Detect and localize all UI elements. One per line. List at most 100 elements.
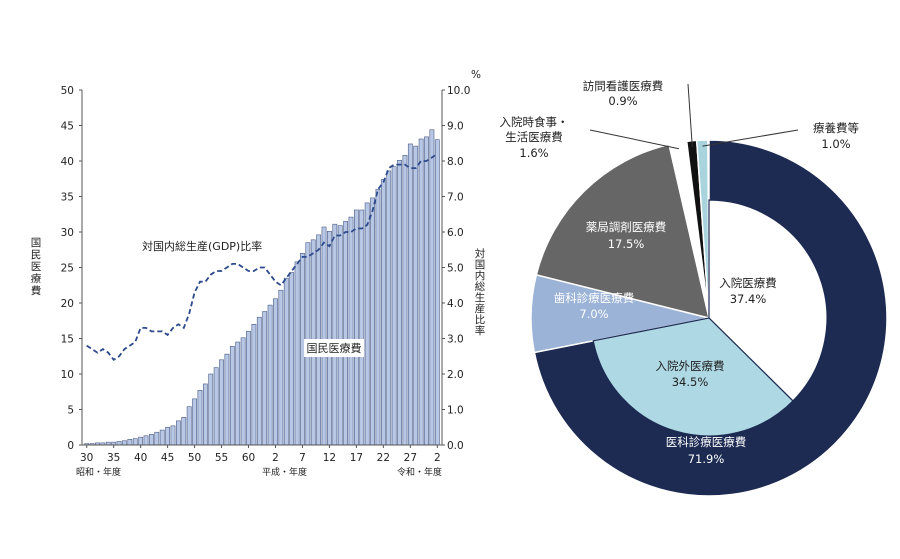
bar-H6 bbox=[294, 261, 300, 446]
right-tick-label: 9.0 bbox=[447, 121, 464, 133]
x-tick-label: 30 bbox=[80, 452, 93, 464]
bar-S50 bbox=[192, 398, 197, 446]
bar-S42 bbox=[149, 434, 154, 446]
label-yakkyoku-value: 17.5% bbox=[608, 237, 645, 251]
x-tick-label: 60 bbox=[242, 452, 255, 464]
label-nyuin-value: 37.4% bbox=[730, 292, 767, 306]
x-tick-label: 27 bbox=[404, 452, 417, 464]
bar-S39 bbox=[132, 438, 138, 446]
bar-S54 bbox=[213, 367, 219, 446]
bar-H2 bbox=[273, 298, 278, 446]
gdp-line-annotation: 対国内総生産(GDP)比率 bbox=[142, 239, 262, 253]
inner-pie bbox=[592, 199, 828, 437]
bar-H22 bbox=[380, 179, 386, 446]
right-axis-unit: % bbox=[471, 69, 481, 81]
bar-H1 bbox=[267, 304, 273, 446]
gdp-ratio-polyline bbox=[86, 153, 438, 362]
label-houmon-name: 訪問看護医療費 bbox=[583, 79, 664, 93]
inner-slice-1 bbox=[592, 317, 794, 437]
label-shika-value: 7.0% bbox=[579, 307, 608, 321]
era-label-showa: 昭和・年度 bbox=[76, 466, 121, 478]
bar-S41 bbox=[143, 435, 149, 446]
bar-H26 bbox=[402, 155, 408, 446]
bar-annotation: 国民医療費 bbox=[307, 341, 362, 355]
bar-R2 bbox=[434, 139, 440, 446]
label-houmon-value: 0.9% bbox=[608, 94, 637, 108]
left-tick-label: 25 bbox=[61, 263, 74, 275]
bar-S62 bbox=[256, 316, 262, 446]
bar-S48 bbox=[181, 417, 187, 446]
medical-expenditure-breakdown-donut: 医科診療医療費 71.9% 歯科診療医療費 7.0% 薬局調剤医療費 17.5%… bbox=[500, 79, 888, 497]
inner-slice-0 bbox=[708, 199, 828, 402]
bar-series bbox=[84, 129, 440, 446]
era-label-reiwa: 令和・年度 bbox=[397, 466, 442, 478]
bar-R1 bbox=[429, 129, 435, 446]
x-tick-label: 12 bbox=[323, 452, 336, 464]
label-shokuji-name-2: 生活医療費 bbox=[505, 130, 563, 144]
left-tick-label: 0 bbox=[67, 440, 74, 452]
x-tick-label: 2 bbox=[272, 452, 279, 464]
svg-text:国民医療費: 国民医療費 bbox=[31, 237, 42, 297]
bar-S58 bbox=[235, 341, 241, 446]
right-tick-label: 0.0 bbox=[447, 440, 464, 452]
bar-S40 bbox=[138, 436, 144, 446]
bar-H30 bbox=[424, 136, 429, 446]
bar-S38 bbox=[127, 439, 133, 446]
label-nyuingai-value: 34.5% bbox=[672, 375, 709, 389]
left-tick-label: 10 bbox=[61, 369, 74, 381]
leader-lines bbox=[589, 83, 799, 150]
bar-H19 bbox=[364, 202, 370, 446]
y2-axis-label: 対国内総生産比率 bbox=[475, 247, 486, 337]
bar-H3 bbox=[278, 289, 284, 446]
bar-H13 bbox=[332, 223, 338, 446]
bar-H14 bbox=[337, 225, 343, 446]
right-tick-label: 1.0 bbox=[447, 405, 464, 417]
bar-annotation-box bbox=[304, 339, 364, 357]
bar-H5 bbox=[289, 272, 295, 446]
right-tick-label: 8.0 bbox=[447, 156, 464, 168]
national-medical-expenditure-chart: 0 5 10 15 20 25 30 35 40 45 50 0.0 1.0 2.0 3.0 4.0 5.0 6… bbox=[31, 69, 486, 478]
bar-H11 bbox=[321, 226, 327, 446]
left-tick-label: 50 bbox=[61, 85, 74, 97]
bar-H23 bbox=[386, 170, 392, 446]
x-tick-label: 22 bbox=[377, 452, 390, 464]
bar-S59 bbox=[240, 337, 246, 446]
bar-S61 bbox=[251, 323, 257, 446]
leader-houmon bbox=[687, 83, 693, 147]
right-axis: 0.0 1.0 2.0 3.0 4.0 5.0 6.0 7.0 8.0 9.0 10.0 bbox=[441, 85, 470, 452]
bar-S45 bbox=[165, 426, 171, 446]
bar-H18 bbox=[359, 209, 365, 446]
bar-S37 bbox=[122, 440, 127, 446]
bar-H17 bbox=[353, 209, 359, 446]
bar-S63 bbox=[262, 311, 268, 446]
right-tick-label: 5.0 bbox=[447, 263, 464, 275]
bar-S47 bbox=[175, 420, 181, 446]
x-tick-label: 2 bbox=[434, 452, 441, 464]
bar-H28 bbox=[413, 145, 419, 446]
label-shokuji-name-1: 入院時食事・ bbox=[500, 115, 569, 129]
bar-S53 bbox=[208, 373, 214, 446]
outer-slice-5 bbox=[695, 139, 710, 319]
left-tick-label: 40 bbox=[61, 156, 74, 168]
era-label-heisei: 平成・年度 bbox=[262, 466, 307, 478]
bar-S36 bbox=[116, 441, 122, 446]
right-tick-label: 3.0 bbox=[447, 334, 464, 346]
right-tick-label: 10.0 bbox=[447, 85, 470, 97]
label-shokuji-value: 1.6% bbox=[519, 146, 548, 160]
left-tick-label: 35 bbox=[61, 192, 74, 204]
x-axis: 30 35 40 45 50 55 60 2 7 12 17 22 27 2 bbox=[80, 444, 442, 464]
bar-S52 bbox=[202, 383, 208, 446]
label-ryouyou-value: 1.0% bbox=[821, 137, 850, 151]
bar-S55 bbox=[219, 359, 224, 446]
right-tick-label: 4.0 bbox=[447, 298, 464, 310]
bar-S46 bbox=[170, 425, 176, 446]
bar-S49 bbox=[186, 406, 192, 446]
x-tick-label: 7 bbox=[299, 452, 306, 464]
right-tick-label: 7.0 bbox=[447, 192, 464, 204]
leader-ryouyou bbox=[702, 129, 799, 147]
bar-H27 bbox=[407, 143, 413, 446]
bar-H29 bbox=[418, 138, 424, 446]
bar-H7 bbox=[300, 253, 305, 446]
bar-H21 bbox=[375, 189, 381, 446]
outer-slice-2 bbox=[535, 143, 711, 320]
